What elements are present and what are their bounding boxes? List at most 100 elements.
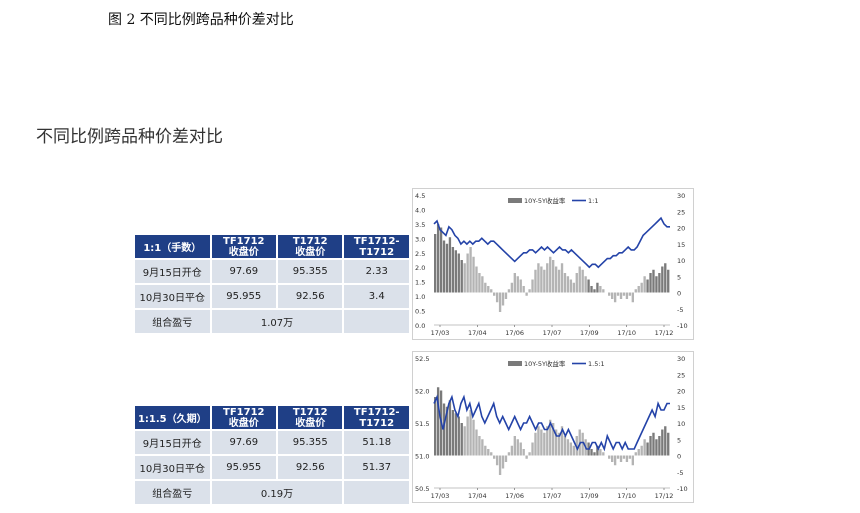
spread-bar [442,403,446,456]
spread-bar [622,455,626,459]
spread-bar [557,432,561,456]
spread-bar [510,445,514,456]
y-left-tick-label: 3.5 [415,221,425,229]
y-left-tick-label: 4.5 [415,192,425,200]
spread-bar [528,289,531,293]
y-left-tick-label: 52.5 [415,355,429,363]
spread-bar [664,426,667,456]
spread-bar [658,273,661,293]
spread-bar [534,432,537,456]
x-tick-label: 17/12 [655,329,674,337]
y-right-tick-label: 25 [677,371,685,379]
spread-bar [501,292,505,306]
spread-bar [634,452,637,456]
table-row: 10月30日平仓 95.955 92.56 51.37 [135,456,409,479]
spread-bar [569,279,573,293]
table-header-spread: TF1712- T1712 [344,235,409,258]
x-tick-label: 17/04 [468,329,487,337]
total-value: 0.19万 [211,481,343,504]
y-left-tick-label: 1.0 [415,293,425,301]
spread-bar [436,387,440,456]
spread-bar [457,416,460,456]
y-right-tick-label: 30 [677,355,685,363]
spread-bar [460,260,463,293]
spread-bar [554,429,558,456]
spread-bar [634,289,637,293]
cell-value: 95.355 [278,431,343,454]
spread-bar [649,436,652,456]
spread-bar [543,432,546,456]
y-right-tick-label: -5 [677,306,683,314]
spread-bar [543,269,546,293]
spread-bar [469,247,472,293]
table-header-spread: TF1712- T1712 [344,406,409,429]
spread-bar [537,263,540,293]
spread-bar [649,273,652,293]
spread-bar [557,269,561,293]
table-row-total: 组合盈亏 1.07万 [135,310,409,333]
y-right-tick-label: 15 [677,404,685,412]
spread-bar [493,292,496,296]
y-right-tick-label: -10 [677,322,688,330]
x-tick-label: 17/06 [505,329,524,337]
spread-bar [563,273,567,293]
spread-bar [504,455,508,462]
y-right-tick-label: 5 [677,273,681,281]
y-right-tick-label: 20 [677,225,685,233]
spread-bar [590,286,593,293]
spread-bar [628,292,632,296]
spread-bar [661,429,664,456]
spread-bar [593,289,596,293]
legend-label-line: 1:1 [588,197,598,205]
table-row: 9月15日开仓 97.69 95.355 51.18 [135,431,409,454]
spread-bar [602,289,605,293]
spread-bar [646,442,649,456]
row-label: 10月30日平仓 [135,456,210,479]
cell-value: 95.955 [211,285,277,308]
y-right-tick-label: 25 [677,208,685,216]
figure-caption: 图 2 不同比例跨品种价差对比 [108,12,294,28]
spread-bar [540,429,543,456]
row-label: 9月15日开仓 [135,431,210,454]
spread-bar [646,279,649,293]
spread-bar [560,263,564,293]
spread-bar [513,436,516,456]
cell-value: 92.56 [278,456,343,479]
spread-bar [611,455,614,462]
spread-bar [631,455,634,466]
spread-bar [531,442,534,456]
table-header-ratio: 1:1.5（久期） [135,406,210,429]
x-tick-label: 17/12 [655,492,674,500]
price-table-1-to-1-5: 1:1.5（久期） TF1712 收盘价 T1712 收盘价 TF1712- T171… [133,404,411,506]
x-tick-label: 17/10 [617,329,636,337]
spread-bar [563,436,567,456]
y-right-tick-label: -10 [677,485,688,493]
spread-bar [510,282,514,293]
spread-bar [442,240,446,293]
spread-bar [507,452,511,456]
y-right-tick-label: 10 [677,257,685,265]
spread-bar [622,292,626,296]
spread-bar [466,416,469,456]
x-tick-label: 17/03 [431,329,450,337]
y-right-tick-label: 10 [677,420,685,428]
empty-cell [344,481,409,504]
spread-bar [448,400,452,456]
spread-bar [655,439,658,456]
y-left-tick-label: 4.0 [415,206,425,214]
spread-bar [575,273,578,293]
y-left-tick-label: 52.0 [415,388,429,396]
spread-bar [664,263,667,293]
spread-bar [454,413,457,456]
spread-chart-1-to-1: 4.5 4.0 3.5 3.0 2.5 2.0 1.5 1.0 0.5 0.0 30 25 20 15 10… [412,188,694,340]
spread-bar [581,432,584,456]
spread-bar [652,269,655,293]
spread-bar [546,263,549,293]
total-label: 组合盈亏 [135,310,210,333]
spread-bar [448,237,452,293]
spread-bar [560,426,564,456]
spread-bar [581,269,584,293]
legend-label-line: 1.5:1 [588,360,605,368]
spread-bar [584,276,587,293]
spread-bar [537,426,540,456]
